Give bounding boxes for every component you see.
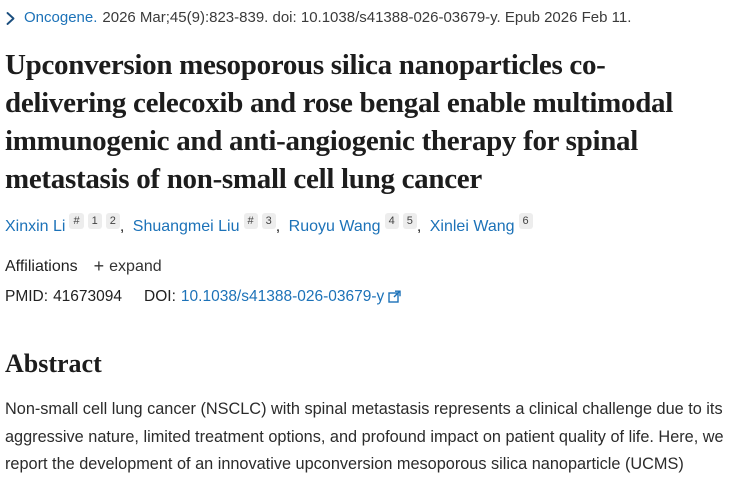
author-item: Xinlei Wang 6 <box>429 213 533 235</box>
author-separator: , <box>275 218 281 235</box>
author-sup-badge: 5 <box>402 213 417 229</box>
journal-link[interactable]: Oncogene. <box>24 9 98 26</box>
expand-label: expand <box>109 257 162 275</box>
author-link[interactable]: Xinlei Wang <box>429 218 515 235</box>
author-sup-badge: # <box>243 213 258 229</box>
chevron-right-icon[interactable] <box>5 11 16 26</box>
pmid-value: 41673094 <box>53 288 123 305</box>
pmid-label: PMID: <box>5 288 49 305</box>
affiliations-row: Affiliations + expand <box>5 256 744 277</box>
author-sup-badge: 6 <box>518 213 533 229</box>
affiliations-expand-button[interactable]: + expand <box>94 256 162 277</box>
citation-line: Oncogene. 2026 Mar;45(9):823-839. doi: 1… <box>5 8 744 28</box>
authors-list: Xinxin Li #1 2, Shuangmei Liu #3, Ruoyu Wan… <box>5 213 744 239</box>
author-link[interactable]: Shuangmei Liu <box>132 218 240 235</box>
author-sup-badge: 2 <box>105 213 120 229</box>
affiliations-label: Affiliations <box>5 257 78 275</box>
doi-label: DOI: <box>144 288 176 305</box>
author-separator: , <box>119 218 125 235</box>
author-sup-badge: 1 <box>87 213 102 229</box>
doi-value: 10.1038/s41388-026-03679-y <box>180 288 385 305</box>
author-sup-badge: 4 <box>384 213 399 229</box>
plus-icon: + <box>93 256 105 276</box>
doi-link[interactable]: 10.1038/s41388-026-03679-y <box>181 286 401 307</box>
abstract-text: Non-small cell lung cancer (NSCLC) with … <box>5 400 724 473</box>
author-item: Ruoyu Wang 4 5, <box>288 213 430 235</box>
author-sup-badge: 3 <box>261 213 276 229</box>
author-item: Xinxin Li #1 2, <box>5 213 133 235</box>
citation-text: 2026 Mar;45(9):823-839. doi: 10.1038/s41… <box>102 9 632 26</box>
identifiers-row: PMID: 41673094 DOI: 10.1038/s41388-026-0… <box>5 286 744 307</box>
author-link[interactable]: Ruoyu Wang <box>288 218 381 235</box>
author-separator: , <box>416 218 422 235</box>
author-sup-badge: # <box>69 213 84 229</box>
external-link-icon <box>388 290 401 303</box>
article-page: Oncogene. 2026 Mar;45(9):823-839. doi: 1… <box>5 8 744 473</box>
author-link[interactable]: Xinxin Li <box>5 218 66 235</box>
author-item: Shuangmei Liu #3, <box>132 213 289 235</box>
abstract-heading: Abstract <box>5 349 102 378</box>
page-title: Upconversion mesoporous silica nanoparti… <box>5 49 673 195</box>
